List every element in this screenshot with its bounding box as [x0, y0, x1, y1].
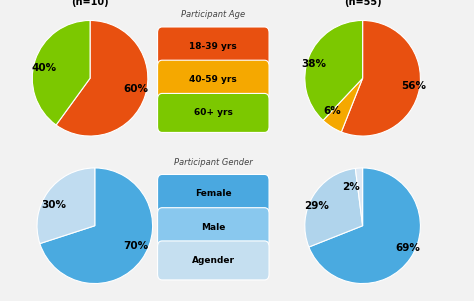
Text: Female: Female: [195, 189, 232, 198]
Text: 38%: 38%: [301, 59, 326, 69]
FancyBboxPatch shape: [157, 60, 269, 99]
Text: Participant Age: Participant Age: [181, 10, 246, 19]
Text: 6%: 6%: [324, 107, 342, 116]
FancyBboxPatch shape: [157, 93, 269, 132]
Wedge shape: [323, 78, 363, 132]
Text: 29%: 29%: [304, 201, 329, 211]
Text: 30%: 30%: [42, 200, 67, 210]
Wedge shape: [40, 168, 153, 284]
Text: 70%: 70%: [123, 241, 148, 251]
FancyBboxPatch shape: [157, 241, 269, 280]
Wedge shape: [356, 168, 363, 226]
Wedge shape: [341, 20, 420, 136]
Wedge shape: [305, 20, 363, 120]
Text: 40%: 40%: [32, 63, 57, 73]
Title: Low Connection
(n=55): Low Connection (n=55): [319, 0, 406, 7]
Wedge shape: [305, 169, 363, 247]
FancyBboxPatch shape: [157, 208, 269, 247]
Text: 2%: 2%: [342, 182, 360, 191]
Text: Agender: Agender: [192, 256, 235, 265]
Wedge shape: [37, 168, 95, 244]
Text: 40-59 yrs: 40-59 yrs: [190, 75, 237, 84]
Text: Male: Male: [201, 223, 226, 232]
Wedge shape: [56, 20, 148, 136]
Title: High Connection
(n=10): High Connection (n=10): [45, 0, 136, 7]
Wedge shape: [309, 168, 420, 284]
Wedge shape: [32, 20, 90, 125]
Text: 69%: 69%: [395, 243, 420, 253]
Text: 60+ yrs: 60+ yrs: [194, 108, 233, 117]
FancyBboxPatch shape: [157, 27, 269, 66]
FancyBboxPatch shape: [157, 175, 269, 213]
Text: Participant Gender: Participant Gender: [174, 158, 253, 167]
Text: 60%: 60%: [123, 84, 148, 94]
Text: 56%: 56%: [401, 81, 426, 91]
Text: 18-39 yrs: 18-39 yrs: [190, 42, 237, 51]
